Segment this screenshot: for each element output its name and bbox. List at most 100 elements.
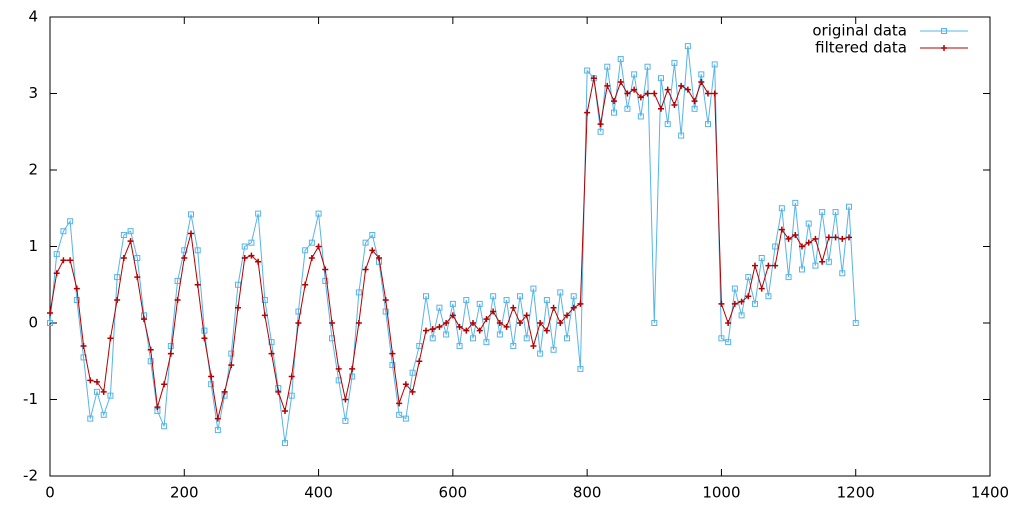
legend-marker	[941, 45, 947, 51]
data-point	[322, 266, 329, 273]
data-point	[711, 90, 718, 97]
data-point	[402, 381, 409, 388]
data-point	[355, 289, 362, 296]
data-point	[47, 320, 53, 326]
data-point	[389, 362, 396, 369]
data-point	[557, 289, 564, 296]
x-tick-label: 1400	[971, 484, 1009, 502]
data-point	[308, 239, 315, 246]
x-tick-label: 600	[439, 484, 468, 502]
data-point	[624, 105, 631, 112]
data-point	[201, 335, 208, 342]
data-point	[402, 415, 409, 422]
data-point	[376, 254, 382, 261]
data-point	[416, 358, 423, 365]
data-point	[846, 203, 852, 210]
data-point	[322, 277, 329, 284]
data-point	[778, 226, 785, 233]
data-point	[631, 86, 638, 93]
data-point	[161, 381, 168, 388]
data-point	[228, 362, 235, 369]
data-point	[107, 335, 114, 342]
data-point	[87, 377, 94, 384]
data-point	[731, 285, 738, 292]
data-point	[496, 331, 503, 338]
data-point	[631, 71, 638, 78]
data-point	[664, 86, 671, 93]
data-point	[275, 388, 282, 395]
data-point	[308, 254, 315, 261]
data-point	[503, 323, 510, 330]
data-point	[389, 350, 396, 357]
data-point	[208, 373, 215, 380]
data-point	[396, 411, 403, 418]
data-point	[443, 320, 450, 326]
data-point	[188, 211, 194, 218]
data-point	[73, 297, 80, 304]
data-point	[785, 274, 792, 281]
data-point	[261, 312, 268, 319]
data-point	[577, 300, 584, 307]
data-point	[752, 300, 758, 307]
data-point	[651, 90, 658, 97]
x-tick-label: 1200	[837, 484, 875, 502]
data-point	[510, 304, 517, 311]
series-line	[49, 46, 857, 444]
x-tick-label: 200	[170, 484, 199, 502]
data-point	[651, 320, 658, 326]
data-point	[483, 339, 490, 346]
data-point	[127, 228, 134, 235]
data-point	[839, 270, 846, 277]
data-point	[691, 105, 698, 112]
data-point	[839, 235, 846, 242]
data-point	[604, 82, 611, 89]
data-point	[174, 297, 181, 304]
data-point	[141, 316, 147, 323]
data-point	[100, 388, 107, 395]
data-point	[60, 257, 67, 264]
data-point	[335, 365, 342, 372]
data-point	[315, 210, 322, 217]
data-point	[429, 326, 436, 333]
series-line	[49, 78, 850, 419]
data-point	[604, 63, 611, 70]
y-tick-label: 2	[28, 161, 38, 179]
data-point	[517, 293, 523, 300]
data-point	[302, 281, 309, 288]
data-point	[396, 400, 403, 407]
data-point	[617, 79, 624, 86]
data-point	[255, 210, 262, 217]
x-tick-label: 1000	[702, 484, 740, 502]
legend-label: original data	[812, 22, 907, 40]
data-point	[288, 392, 295, 399]
data-point	[476, 327, 483, 334]
data-point	[147, 358, 154, 365]
data-point	[355, 320, 362, 326]
data-point	[671, 59, 678, 66]
x-tick-label: 400	[304, 484, 333, 502]
data-point	[564, 312, 570, 319]
data-point	[349, 365, 356, 372]
data-point	[429, 335, 436, 342]
data-point	[349, 373, 356, 380]
data-point	[584, 109, 591, 116]
data-point	[758, 285, 765, 292]
data-point	[201, 327, 208, 334]
data-point	[577, 365, 584, 372]
data-point	[228, 350, 235, 357]
data-point	[772, 262, 779, 269]
data-point	[543, 327, 550, 334]
data-point	[590, 75, 597, 82]
data-point	[698, 71, 705, 78]
data-point	[805, 239, 812, 246]
data-point	[100, 411, 107, 418]
data-point	[73, 285, 80, 292]
data-point	[369, 232, 376, 239]
data-point	[711, 61, 718, 68]
data-point	[94, 378, 100, 385]
data-point	[329, 320, 335, 326]
data-point	[342, 396, 349, 403]
data-point	[785, 235, 792, 242]
